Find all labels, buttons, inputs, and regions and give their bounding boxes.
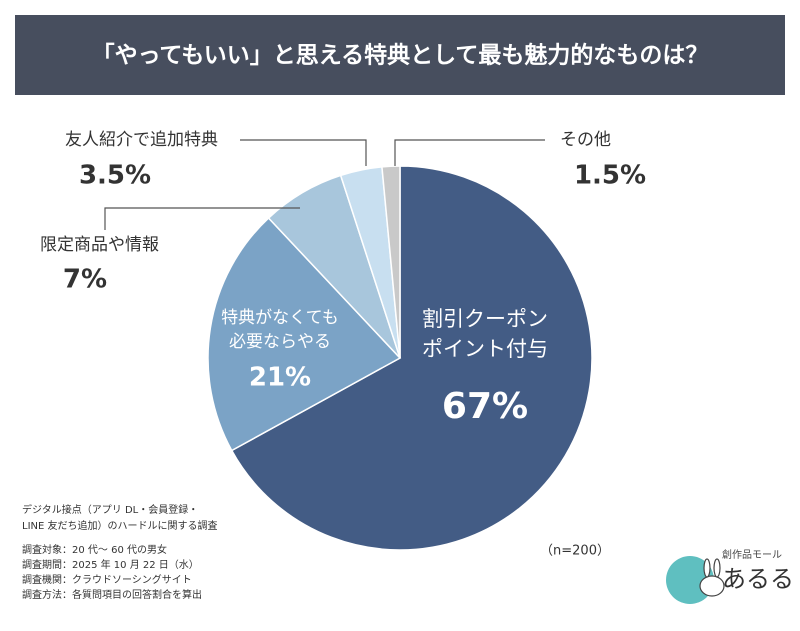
logo-tagline: 創作品モール	[722, 549, 782, 561]
slice-label: その他	[560, 130, 611, 150]
slice-label: 限定商品や情報	[40, 235, 159, 255]
leader-lines	[104, 139, 545, 230]
title-bar	[15, 15, 785, 95]
footnote-line: 調査期間：2025 年 10 月 22 日（水）	[22, 558, 199, 571]
chart-title: 「やってもいい」と思える特典として最も魅力的なものは？	[92, 42, 709, 69]
logo-rabbit	[699, 575, 725, 597]
pie-slice	[207, 216, 402, 452]
leader-line	[394, 139, 545, 166]
footnote: デジタル接点（アプリ DL・会員登録・ LINE 友だち追加）のハードルに関する…	[22, 503, 218, 601]
footnote-line: LINE 友だち追加）のハードルに関する調査	[22, 519, 218, 532]
slice-label: 友人紹介で追加特典	[65, 130, 218, 150]
value-label: 7%	[63, 265, 107, 295]
value-label: 1.5%	[574, 161, 646, 191]
slice-label: 割引クーポンポイント付与	[422, 307, 548, 361]
footnote-line: 調査機関：クラウドソーシングサイト	[22, 573, 192, 586]
slice-label: 特典がなくても必要ならやる	[221, 308, 339, 352]
logo-rabbit-ear	[703, 558, 711, 578]
footnote-line: 調査対象：20 代～ 60 代の男女	[22, 543, 167, 556]
pie	[207, 165, 593, 551]
value-label: 3.5%	[79, 161, 151, 191]
logo-rabbit-ear	[713, 558, 721, 578]
footnote-line: デジタル接点（アプリ DL・会員登録・	[22, 503, 198, 516]
leader-line	[240, 139, 367, 166]
pie-slice	[230, 165, 593, 551]
logo-name: あるる	[722, 565, 794, 593]
value-label: 21%	[249, 363, 311, 393]
value-label: 67%	[442, 386, 528, 427]
footnote-line: 調査方法：各質問項目の回答割合を算出	[22, 588, 202, 601]
sample-note: （n=200）	[540, 544, 610, 559]
leader-line	[104, 207, 300, 230]
logo: 創作品モール あるる	[666, 549, 794, 604]
pie-slice	[381, 165, 401, 359]
